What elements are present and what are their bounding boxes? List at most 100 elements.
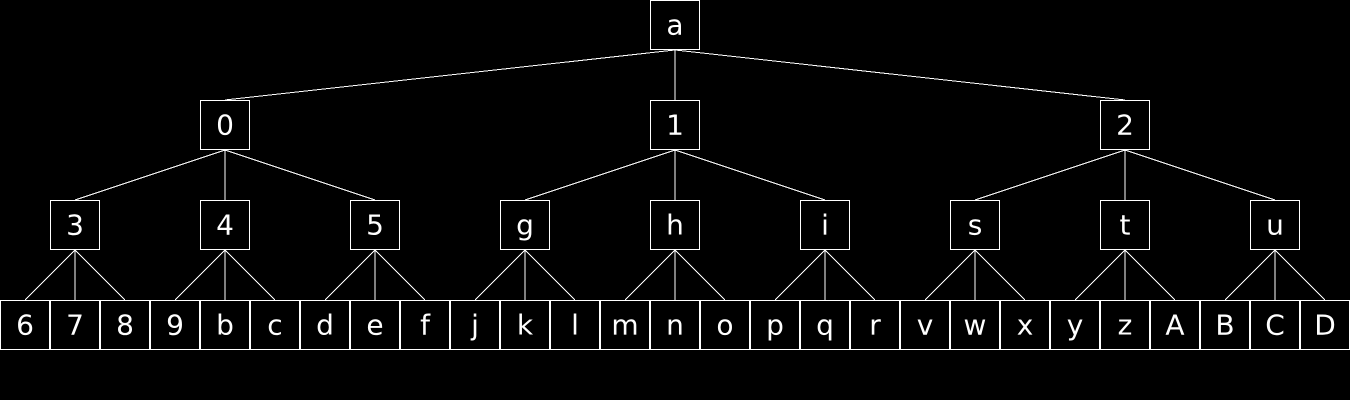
node-box (50, 300, 100, 350)
node-label: A (1165, 309, 1184, 342)
node-label: j (470, 309, 479, 342)
node-box (1100, 200, 1150, 250)
node-label: o (716, 309, 733, 342)
edge-3-6 (24, 249, 76, 301)
tree-node-r: r (850, 300, 900, 350)
node-label: D (1314, 309, 1336, 342)
node-box (800, 300, 850, 350)
tree-node-0: 0 (200, 100, 250, 150)
node-box (650, 200, 700, 250)
node-label: v (917, 309, 934, 342)
tree-node-8: 8 (100, 300, 150, 350)
edge-u-B (1224, 249, 1276, 301)
edge-4-c (224, 249, 276, 301)
tree-node-q: q (800, 300, 850, 350)
nodes-layer: a 0 3 6 7 8 4 9 b c 5 d e f 1 g j k l h m n o i p q r 2 s v w x t y z Au B C D (0, 0, 1350, 350)
tree-node-a: a (650, 0, 700, 50)
node-box (400, 300, 450, 350)
edge-a-2 (674, 49, 1126, 101)
edges-layer (24, 49, 1326, 301)
node-box (1000, 300, 1050, 350)
edge-t-y (1074, 249, 1126, 301)
node-box (200, 200, 250, 250)
node-box (650, 100, 700, 150)
node-label: h (666, 209, 684, 242)
node-box (200, 300, 250, 350)
edge-1-i (674, 149, 826, 201)
tree-node-d: d (300, 300, 350, 350)
node-label: 5 (366, 209, 384, 242)
edge-3-8 (74, 249, 126, 301)
edge-g-j (474, 249, 526, 301)
node-box (600, 300, 650, 350)
tree-node-i: i (800, 200, 850, 250)
node-box (100, 300, 150, 350)
tree-node-n: n (650, 300, 700, 350)
node-label: 4 (216, 209, 234, 242)
tree-node-t: t (1100, 200, 1150, 250)
node-box (1250, 300, 1300, 350)
node-label: g (516, 209, 534, 242)
node-label: 9 (166, 309, 184, 342)
edge-t-A (1124, 249, 1176, 301)
tree-node-e: e (350, 300, 400, 350)
node-label: c (267, 309, 282, 342)
edge-i-r (824, 249, 876, 301)
edge-5-d (324, 249, 376, 301)
node-label: s (968, 209, 983, 242)
node-label: b (216, 309, 234, 342)
node-label: C (1265, 309, 1285, 342)
node-box (350, 300, 400, 350)
edge-a-0 (224, 49, 676, 101)
tree-node-u: u (1250, 200, 1300, 250)
edge-2-u (1124, 149, 1276, 201)
tree-node-p: p (750, 300, 800, 350)
node-label: i (821, 209, 829, 242)
node-box (700, 300, 750, 350)
node-box (550, 300, 600, 350)
node-label: 0 (216, 109, 234, 142)
tree-node-B: B (1200, 300, 1250, 350)
tree-node-4: 4 (200, 200, 250, 250)
node-label: u (1266, 209, 1284, 242)
tree-node-w: w (950, 300, 1000, 350)
tree-node-c: c (250, 300, 300, 350)
node-label: 3 (66, 209, 84, 242)
edge-5-f (374, 249, 426, 301)
node-label: B (1215, 309, 1234, 342)
node-box (650, 0, 700, 50)
edge-h-o (674, 249, 726, 301)
tree-node-o: o (700, 300, 750, 350)
edge-0-5 (224, 149, 376, 201)
node-box (500, 200, 550, 250)
node-box (350, 200, 400, 250)
edge-1-g (524, 149, 676, 201)
tree-node-z: z (1100, 300, 1150, 350)
node-label: 6 (16, 309, 34, 342)
node-box (900, 300, 950, 350)
node-box (650, 300, 700, 350)
node-box (950, 200, 1000, 250)
tree-node-2: 2 (1100, 100, 1150, 150)
node-box (1250, 200, 1300, 250)
tree-node-7: 7 (50, 300, 100, 350)
tree-node-m: m (600, 300, 650, 350)
edge-g-l (524, 249, 576, 301)
tree-node-s: s (950, 200, 1000, 250)
tree-node-C: C (1250, 300, 1300, 350)
edge-h-m (624, 249, 676, 301)
edge-0-3 (74, 149, 226, 201)
node-box (1100, 300, 1150, 350)
tree-node-A: A (1150, 300, 1200, 350)
node-label: d (316, 309, 334, 342)
edge-2-s (974, 149, 1126, 201)
node-box (1200, 300, 1250, 350)
node-label: y (1067, 309, 1084, 342)
node-label: x (1017, 309, 1034, 342)
node-box (500, 300, 550, 350)
node-label: a (666, 9, 683, 42)
edge-u-D (1274, 249, 1326, 301)
node-box (300, 300, 350, 350)
edge-s-x (974, 249, 1026, 301)
